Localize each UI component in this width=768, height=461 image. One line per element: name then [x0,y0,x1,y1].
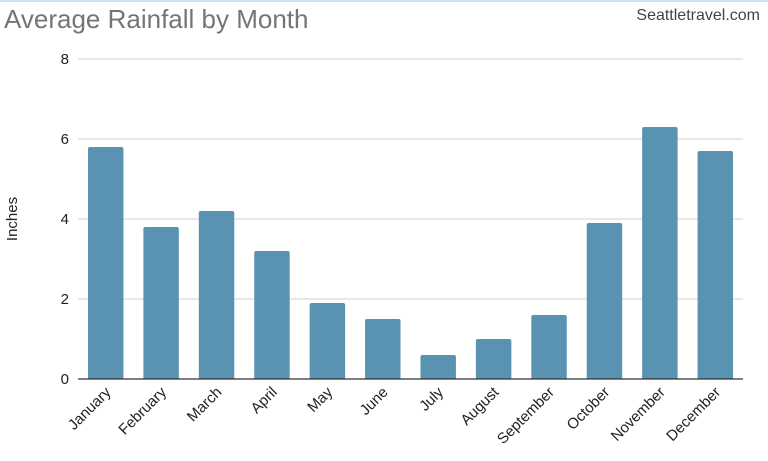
x-tick-label: February [115,383,170,438]
chart-title: Average Rainfall by Month [4,4,309,34]
y-tick-label: 8 [61,51,69,68]
x-tick-label: October [564,384,614,434]
x-tick-label: August [457,383,503,429]
bar-october [586,223,623,379]
x-tick-label: May [304,383,336,415]
bar-january [87,147,124,379]
y-tick-label: 2 [61,291,69,308]
x-tick-label: January [65,383,115,433]
bar-may [309,303,346,379]
bar-february [143,227,179,379]
bar-july [420,355,456,379]
bar-september [531,315,567,379]
y-tick-label: 4 [61,211,69,228]
y-axis-title: Inches [4,197,21,241]
x-tick-label: April [248,384,281,417]
x-tick-label: March [184,384,225,425]
bar-august [475,339,512,379]
x-tick-label: December [663,384,724,445]
x-axis-labels: January February March April May June July Augu… [65,383,724,447]
bar-december [697,151,734,379]
x-tick-label: July [416,383,447,414]
bar-april [254,251,290,379]
gridlines [78,58,743,300]
y-tick-label: 0 [61,371,69,388]
bars [87,127,734,379]
source-label: Seattletravel.com [636,7,760,24]
top-border [0,0,768,2]
y-tick-label: 6 [61,131,69,148]
bar-june [365,319,401,379]
x-tick-label: November [608,384,669,445]
x-tick-label: June [357,384,392,419]
bar-november [642,127,678,379]
x-tick-label: September [494,384,558,448]
bar-march [198,211,235,379]
y-axis-ticks: 0 2 4 6 8 [61,51,69,388]
